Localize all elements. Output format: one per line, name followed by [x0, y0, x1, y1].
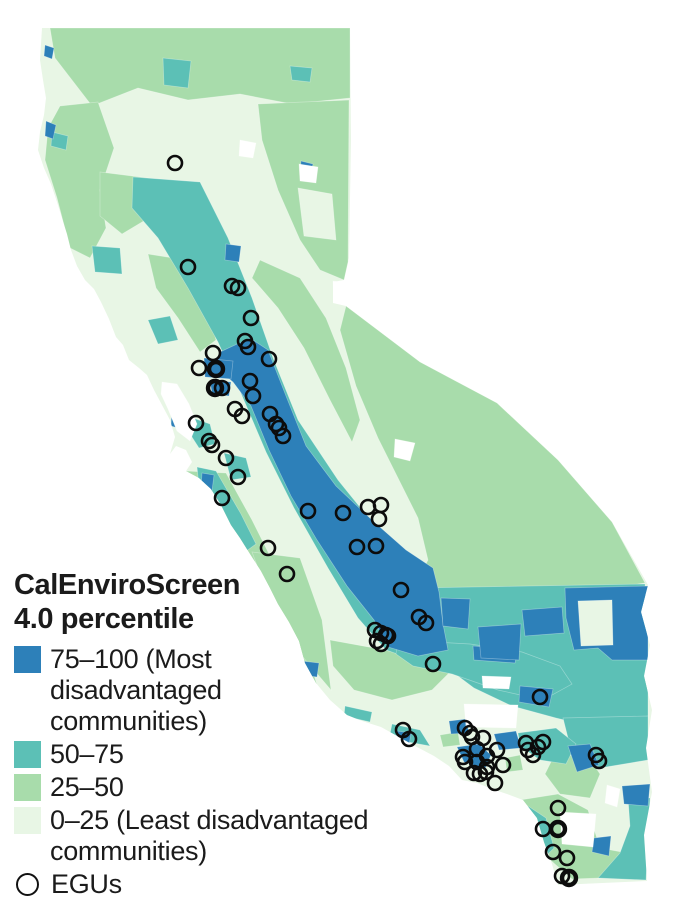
egu-marker [417, 614, 435, 632]
percentile-region-b [477, 623, 522, 661]
egu-marker [367, 537, 385, 555]
percentile-region-w [332, 280, 353, 306]
percentile-region-b [224, 243, 242, 263]
percentile-region-b [493, 730, 522, 751]
egu-marker [494, 756, 512, 774]
percentile-region-g [49, 28, 351, 107]
percentile-region-b [621, 783, 651, 807]
percentile-region-w [238, 139, 257, 159]
egu-marker [456, 753, 474, 771]
percentile-region-b [43, 44, 55, 60]
egu-marker [233, 407, 251, 425]
percentile-region-t [91, 245, 123, 275]
egu-marker-bold [548, 819, 568, 839]
egu-marker [379, 627, 397, 645]
percentile-region-g [251, 259, 361, 443]
egu-marker-bold [205, 378, 225, 398]
egu-marker [534, 733, 552, 751]
egu-marker [200, 432, 218, 450]
egu-marker [590, 752, 608, 770]
egu-marker [204, 344, 222, 362]
egu-marker [531, 688, 549, 706]
egu-marker [558, 849, 576, 867]
egu-marker [486, 774, 504, 792]
egu-marker [400, 730, 418, 748]
egu-marker [299, 502, 317, 520]
egu-marker [267, 415, 285, 433]
egu-marker [229, 279, 247, 297]
egu-marker [166, 154, 184, 172]
egu-marker [392, 581, 410, 599]
egu-marker [259, 539, 277, 557]
egu-marker [260, 350, 278, 368]
percentile-region-w [463, 703, 519, 729]
percentile-region-l [577, 599, 614, 647]
percentile-region-t [50, 131, 69, 151]
egu-marker [179, 258, 197, 276]
percentile-region-b [300, 660, 320, 678]
percentile-region-w [160, 381, 198, 442]
egu-marker [187, 414, 205, 432]
percentile-region-t [289, 65, 313, 83]
percentile-region-b [521, 606, 565, 637]
percentile-region-b [591, 835, 612, 857]
percentile-region-b [44, 120, 57, 140]
percentile-region-t [597, 797, 651, 881]
egu-marker [465, 764, 483, 782]
egu-marker [370, 510, 388, 528]
egu-marker [270, 419, 288, 437]
percentile-region-b [440, 597, 471, 630]
egu-marker-bold [206, 359, 226, 379]
egu-marker [278, 565, 296, 583]
egu-marker [334, 504, 352, 522]
percentile-region-w [481, 675, 512, 690]
egu-marker [424, 655, 442, 673]
egu-marker [544, 843, 562, 861]
egu-marker [203, 436, 221, 454]
egu-marker-bold [559, 868, 579, 888]
egu-marker [519, 741, 537, 759]
percentile-region-t [147, 315, 179, 345]
egu-marker [229, 468, 247, 486]
percentile-region-g [439, 731, 461, 748]
percentile-region-w [298, 163, 319, 184]
egu-marker [242, 309, 260, 327]
egu-marker [529, 738, 547, 756]
egu-marker [488, 741, 506, 759]
egu-marker [348, 538, 366, 556]
egu-marker [477, 763, 495, 781]
percentile-region-b [200, 472, 215, 492]
egu-marker [274, 427, 292, 445]
egu-marker [239, 338, 257, 356]
egu-marker [190, 359, 208, 377]
percentile-region-l [297, 187, 337, 241]
percentile-region-w [604, 784, 621, 808]
percentile-region-t [162, 57, 192, 89]
egu-marker [217, 449, 235, 467]
egu-marker [549, 799, 567, 817]
egu-marker [213, 379, 231, 397]
egu-marker [241, 372, 259, 390]
egu-marker [244, 387, 262, 405]
percentile-region-w [393, 438, 416, 462]
egu-marker [213, 489, 231, 507]
